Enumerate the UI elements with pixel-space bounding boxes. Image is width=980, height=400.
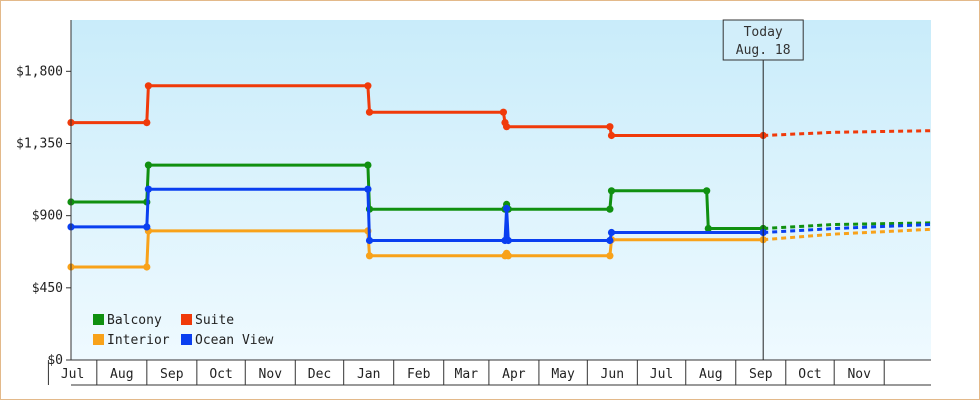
forecast-line-2 xyxy=(763,227,932,242)
data-point-3-1 xyxy=(143,223,151,231)
y-tick-label-0: $0 xyxy=(47,353,63,368)
data-point-1-8 xyxy=(606,123,614,131)
legend-swatch-2 xyxy=(93,334,104,345)
data-point-1-2 xyxy=(144,82,152,90)
data-point-0-10 xyxy=(703,187,711,195)
x-tick-label-16: Nov xyxy=(847,367,871,382)
today-box xyxy=(722,19,804,61)
data-point-2-1 xyxy=(143,263,151,271)
data-point-3-8 xyxy=(606,236,614,245)
data-point-0-8 xyxy=(606,205,614,213)
y-tick-label-4: $1,800 xyxy=(16,64,63,79)
x-tick-label-2: Sep xyxy=(160,367,184,382)
data-point-2-7 xyxy=(504,252,512,260)
today-label: Today xyxy=(744,25,783,40)
data-point-2-8 xyxy=(606,252,614,260)
data-point-1-5 xyxy=(499,108,507,116)
x-tick-label-15: Oct xyxy=(798,367,821,382)
data-point-0-11 xyxy=(704,224,712,233)
x-tick-label-0: Jul xyxy=(61,367,84,382)
x-tick-label-3: Oct xyxy=(209,367,232,382)
x-tick-label-13: Aug xyxy=(699,367,722,382)
x-tick-label-4: Nov xyxy=(259,367,283,382)
forecast-line-0 xyxy=(763,221,932,230)
data-point-0-9 xyxy=(607,187,616,195)
x-tick-label-9: Apr xyxy=(502,367,526,382)
data-point-1-9 xyxy=(607,131,616,140)
x-tick-label-5: Dec xyxy=(308,367,331,382)
legend-swatch-0 xyxy=(93,314,104,325)
legend: Balcony Suite Interior Ocean View xyxy=(93,313,273,348)
data-point-1-7 xyxy=(503,123,511,131)
today-date: Aug. 18 xyxy=(736,43,791,58)
y-tick-label-2: $900 xyxy=(32,209,63,224)
data-point-3-7 xyxy=(504,236,512,245)
x-tick-label-10: May xyxy=(551,367,575,382)
y-tick-label-3: $1,350 xyxy=(16,136,63,151)
data-point-3-2 xyxy=(144,185,152,193)
x-tick-label-7: Feb xyxy=(407,367,431,382)
x-tick-label-14: Sep xyxy=(749,367,773,382)
x-tick-label-8: Mar xyxy=(455,367,479,382)
legend-label-3: Ocean View xyxy=(195,333,273,348)
data-point-1-3 xyxy=(364,82,372,90)
data-point-3-9 xyxy=(607,228,616,237)
legend-label-1: Suite xyxy=(195,313,234,328)
forecast-line-1 xyxy=(763,129,932,137)
today-callout: Today Aug. 18 xyxy=(722,19,804,360)
data-point-1-1 xyxy=(143,119,151,127)
data-point-3-4 xyxy=(365,236,374,245)
legend-label-0: Balcony xyxy=(107,313,162,328)
x-tick-label-12: Jul xyxy=(650,367,673,382)
legend-label-2: Interior xyxy=(107,333,170,348)
data-point-0-2 xyxy=(144,161,152,169)
data-point-0-3 xyxy=(364,161,372,169)
data-point-3-6 xyxy=(503,204,511,212)
x-tick-label-6: Jan xyxy=(357,367,380,382)
data-point-3-3 xyxy=(364,185,372,193)
data-point-1-4 xyxy=(365,108,374,116)
series-layer xyxy=(67,82,932,271)
forecast-line-3 xyxy=(763,223,932,234)
legend-swatch-3 xyxy=(181,334,192,345)
y-tick-label-1: $450 xyxy=(32,281,63,296)
data-point-2-4 xyxy=(365,252,374,260)
x-tick-label-11: Jun xyxy=(601,367,624,382)
axes-layer: $0 $450 $900 $1,350 $1,800 Jul Aug Sep Oct Nov Dec… xyxy=(16,20,931,386)
legend-swatch-1 xyxy=(181,314,192,325)
x-tick-label-1: Aug xyxy=(110,367,133,382)
